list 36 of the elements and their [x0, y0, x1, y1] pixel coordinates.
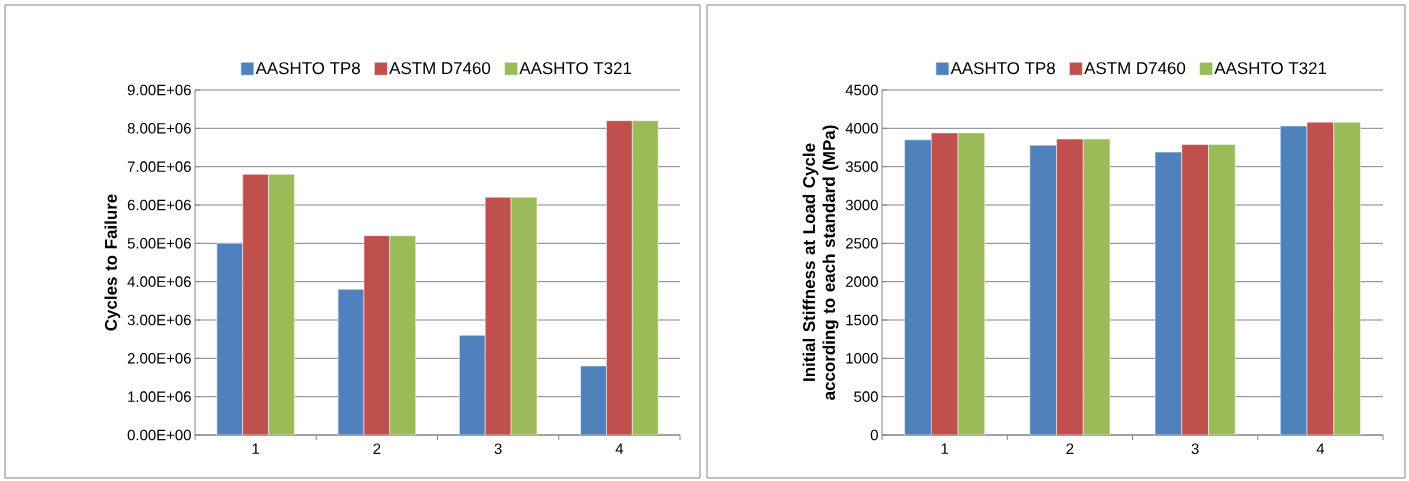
x-tick-label: 2	[1066, 443, 1074, 454]
y-tick-label: 3000	[845, 199, 878, 211]
y-tick-label: 0.00E+00	[127, 429, 191, 441]
y-tick-label: 6.00E+06	[127, 199, 191, 211]
y-tick-label: 9.00E+06	[127, 84, 191, 96]
legend-label: AASHTO TP8	[255, 62, 360, 75]
legend-label: ASTM D7460	[1084, 62, 1186, 75]
y-tick-label: 0	[870, 429, 878, 441]
y-tick-label: 2000	[846, 276, 878, 287]
y-tick-label: 2500	[846, 238, 878, 249]
y-tick-label: 1.00E+06	[128, 391, 191, 402]
y-tick-label: 4.00E+06	[127, 276, 191, 287]
x-tick-label: 1	[252, 443, 260, 454]
x-tick-label: 4	[615, 443, 624, 454]
y-axis-title: Cycles to Failure	[104, 194, 121, 331]
y-tick-label: 4500	[845, 84, 878, 96]
x-tick-label: 2	[373, 443, 381, 454]
legend-label: AASHTO T321	[1214, 62, 1327, 75]
y-tick-label: 3.00E+06	[127, 314, 191, 326]
y-tick-label: 8.00E+06	[127, 123, 191, 134]
y-tick-label: 5.00E+06	[127, 238, 191, 249]
y-tick-label: 2.00E+06	[127, 353, 191, 364]
legend-label: ASTM D7460	[389, 62, 491, 75]
y-tick-label: 1000	[846, 353, 878, 364]
x-tick-label: 4	[1316, 443, 1325, 454]
x-tick-label: 3	[494, 443, 502, 455]
y-tick-label: 1500	[846, 314, 878, 326]
y-tick-label: 4000	[845, 123, 878, 134]
legend-label: AASHTO TP8	[950, 62, 1055, 75]
y-tick-label: 7.00E+06	[127, 161, 191, 172]
x-tick-label: 3	[1191, 443, 1199, 455]
y-tick-label: 3500	[845, 161, 878, 172]
y-tick-label: 500	[854, 391, 878, 402]
x-tick-label: 1	[941, 443, 949, 454]
legend-label: AASHTO T321	[519, 62, 632, 75]
y-axis-title: Initial Stiffness at Load Cycle according to each standard (MPa)	[802, 125, 839, 400]
